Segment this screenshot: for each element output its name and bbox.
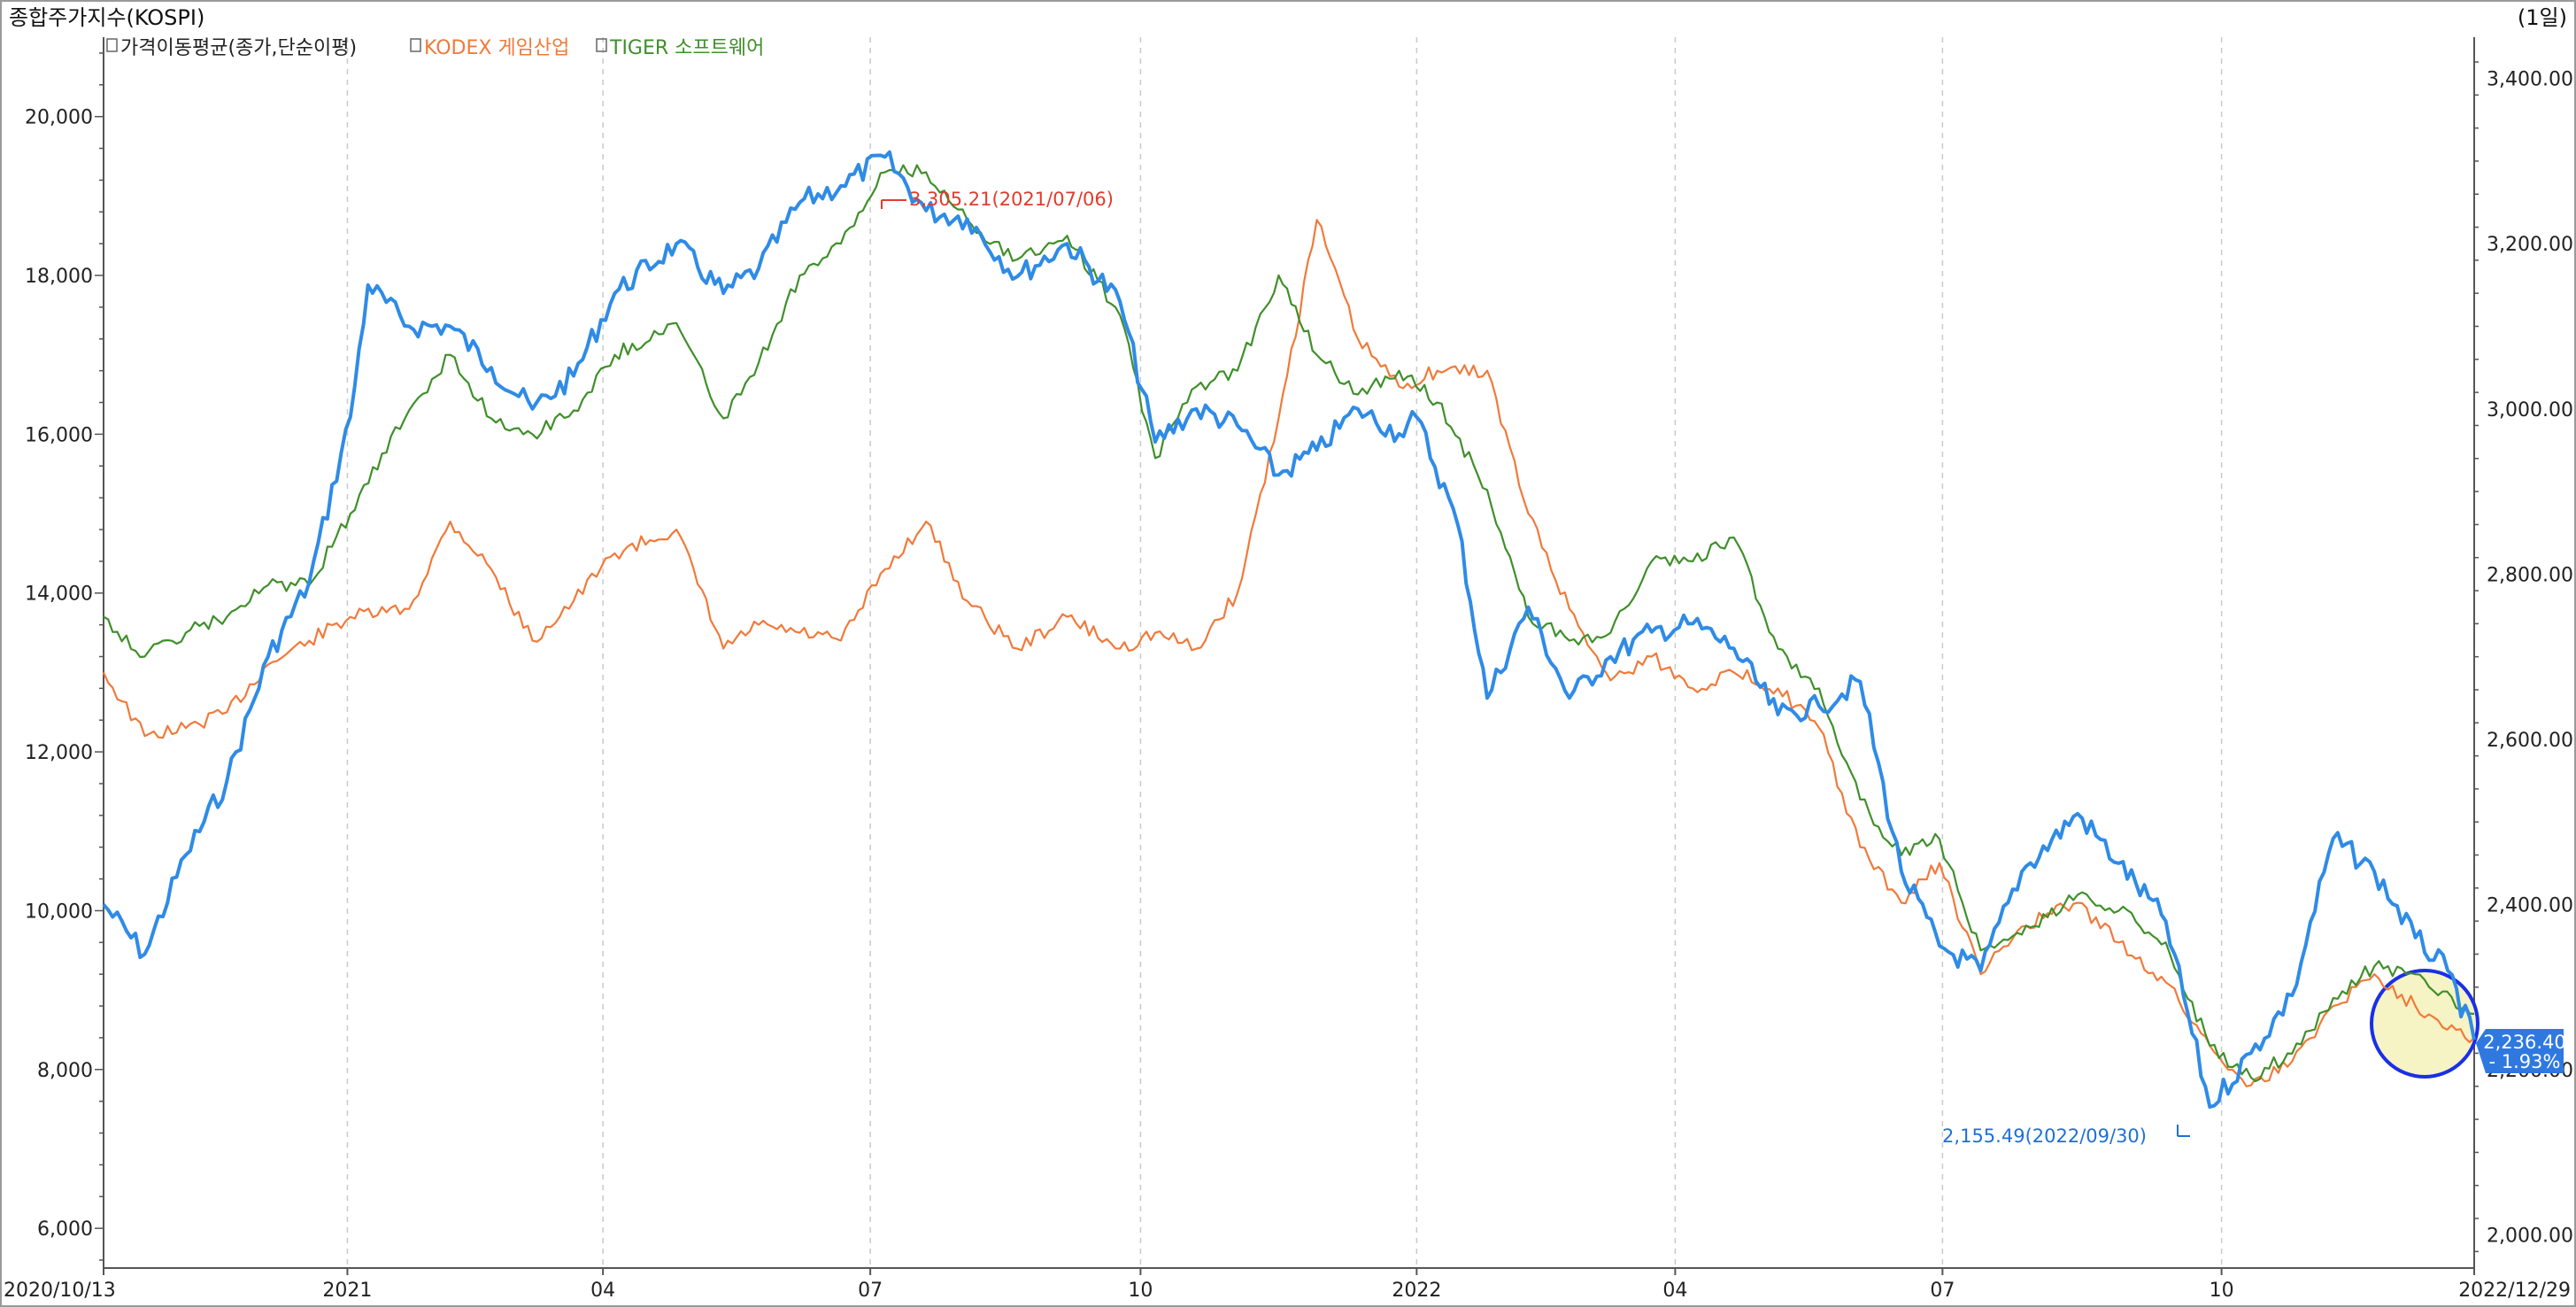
- x-tick-label: 04: [590, 1280, 615, 1302]
- grid-layer: [346, 37, 2223, 1268]
- right-tick-label: 2,800.00: [2487, 564, 2573, 586]
- legend-marker-ma[interactable]: [106, 38, 118, 52]
- right-tick-label: 2,400.00: [2487, 895, 2573, 917]
- legend: 가격이동평균(종가,단순이평) KODEX 게임산업 TIGER 소프트웨어: [106, 37, 764, 59]
- legend-item-moving-average[interactable]: 가격이동평균(종가,단순이평): [120, 37, 357, 59]
- left-axis-ticks: 6,000 8,000 10,000 12,000 14,000 16,000 18,000…: [25, 52, 104, 1261]
- right-tick-label: 3,000.00: [2487, 399, 2573, 421]
- left-tick-label: 6,000: [37, 1218, 93, 1241]
- kodex-series-line: [102, 219, 2475, 1087]
- x-tick-label: 10: [1128, 1280, 1153, 1302]
- left-tick-label: 12,000: [25, 742, 93, 764]
- high-annotation: 3,305.21(2021/07/06): [881, 189, 1114, 210]
- legend-item-tiger[interactable]: TIGER 소프트웨어: [609, 37, 764, 59]
- right-tick-label: 3,400.00: [2487, 69, 2573, 91]
- series-layer: [102, 150, 2476, 1110]
- left-tick-label: 16,000: [25, 424, 93, 446]
- x-axis-ticks: 2020/10/13 2021 04 07 10 2022 04 07 10 2022/12/29: [4, 1268, 2571, 1302]
- left-tick-label: 20,000: [25, 107, 93, 129]
- highlight-circle: [2370, 969, 2480, 1079]
- x-tick-label: 07: [1930, 1280, 1955, 1302]
- axes-layer: [103, 37, 2475, 1269]
- left-tick-label: 18,000: [25, 266, 93, 288]
- legend-marker-tiger[interactable]: [596, 38, 607, 52]
- last-value-tag-bg: [2476, 1029, 2564, 1073]
- high-annotation-label: 3,305.21(2021/07/06): [909, 189, 1114, 210]
- left-tick-label: 10,000: [25, 901, 93, 923]
- last-value-tag: 2,236.40 - 1.93%: [2476, 1029, 2566, 1073]
- low-annotation-label: 2,155.49(2022/09/30): [1942, 1125, 2147, 1147]
- x-tick-label: 04: [1662, 1280, 1687, 1302]
- last-value-price: 2,236.40: [2483, 1032, 2566, 1053]
- left-tick-label: 14,000: [25, 584, 93, 606]
- tiger-series-line: [103, 164, 2475, 1083]
- period-label: (1일): [2518, 5, 2567, 30]
- x-tick-label: 2020/10/13: [4, 1280, 116, 1302]
- legend-item-kodex[interactable]: KODEX 게임산업: [424, 37, 569, 59]
- x-tick-label: 2022/12/29: [2458, 1280, 2571, 1302]
- right-tick-label: 2,600.00: [2487, 730, 2573, 752]
- right-tick-label: 3,200.00: [2487, 234, 2573, 256]
- chart-title: 종합주가지수(KOSPI): [9, 5, 204, 30]
- x-tick-label: 2022: [1392, 1280, 1441, 1302]
- last-value-change: - 1.93%: [2489, 1051, 2561, 1072]
- right-tick-label: 2,000.00: [2487, 1226, 2573, 1248]
- x-tick-label: 07: [858, 1280, 883, 1302]
- left-tick-label: 8,000: [37, 1060, 93, 1082]
- x-tick-label: 10: [2210, 1280, 2234, 1302]
- legend-marker-kodex[interactable]: [410, 38, 421, 52]
- low-annotation: 2,155.49(2022/09/30): [1942, 1125, 2190, 1147]
- x-tick-label: 2021: [322, 1280, 372, 1302]
- kospi-series-line: [102, 150, 2476, 1110]
